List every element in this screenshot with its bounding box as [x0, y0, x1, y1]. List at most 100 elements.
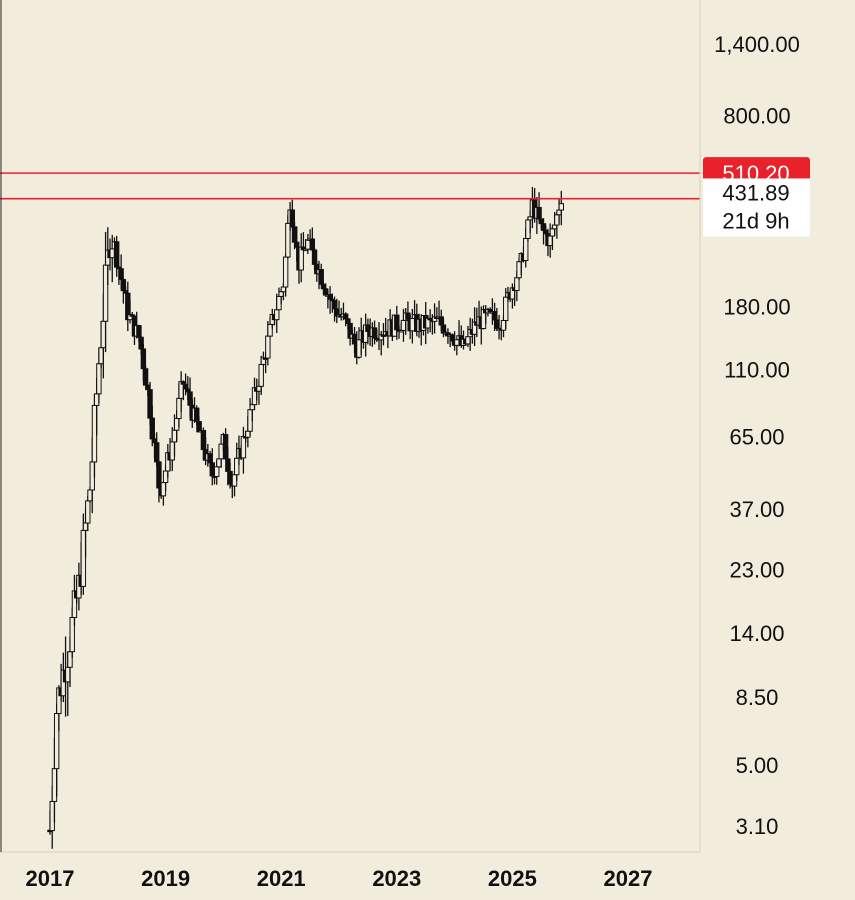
candle-body — [289, 209, 296, 228]
x-tick-label: 2021 — [257, 866, 306, 891]
candle-body — [285, 222, 291, 258]
candle-body — [247, 409, 253, 432]
time-axis[interactable]: 2017 2019 2021 2023 2025 2027 — [26, 866, 653, 891]
candle-body — [82, 522, 89, 531]
candle-body — [318, 269, 324, 285]
candle-body — [156, 461, 162, 489]
candle-body — [516, 261, 522, 279]
candle-body — [500, 319, 507, 331]
candle-body — [282, 256, 289, 288]
candle-body — [258, 363, 264, 387]
candle-body — [551, 224, 558, 230]
candle-body — [147, 389, 153, 419]
candle-body — [209, 462, 215, 477]
candle-body — [145, 384, 151, 391]
candle-body — [400, 319, 407, 331]
candle-body — [491, 311, 498, 321]
y-tick-label: 23.00 — [729, 558, 784, 583]
candle-body — [142, 368, 149, 386]
candle-body — [342, 313, 349, 320]
candle-body — [96, 363, 102, 395]
candle-body — [311, 249, 318, 265]
candle-body — [523, 237, 529, 262]
candle-body — [194, 407, 200, 423]
candle-body — [160, 482, 167, 497]
candle-body — [80, 529, 87, 587]
candle-body — [454, 339, 460, 346]
candle-body — [91, 404, 98, 463]
candle-body — [240, 435, 247, 459]
candle-body — [162, 470, 169, 484]
candle-body — [556, 209, 562, 216]
countdown-label: 21d 9h — [722, 208, 789, 233]
candle-body — [49, 800, 55, 832]
candle-body — [298, 246, 304, 271]
current-price-tag — [703, 178, 810, 237]
candle-body — [214, 466, 220, 477]
candle-body — [540, 223, 547, 231]
candle-body — [234, 457, 240, 476]
current-price-label: 431.89 — [722, 180, 789, 205]
candle-body — [265, 335, 271, 359]
candle-body — [100, 320, 107, 349]
candle-body — [558, 203, 565, 211]
candle-body — [216, 458, 222, 468]
candle-body — [87, 489, 93, 502]
candle-body — [120, 279, 127, 292]
y-tick-label: 1,400.00 — [714, 32, 800, 57]
candle-body — [440, 324, 447, 334]
candle-body — [187, 391, 193, 406]
candle-body — [231, 474, 238, 487]
candle-body — [405, 312, 411, 320]
candle-body — [309, 238, 316, 251]
candle-body — [69, 617, 75, 653]
candle-body — [371, 327, 378, 339]
candle-body — [305, 239, 311, 250]
x-tick-label: 2017 — [26, 866, 75, 891]
candle-series — [47, 186, 565, 849]
candle-body — [169, 441, 175, 461]
x-tick-label: 2019 — [141, 866, 190, 891]
candle-body — [274, 309, 280, 321]
candle-body — [225, 458, 231, 472]
y-tick-label: 8.50 — [736, 685, 779, 710]
candle-body — [525, 219, 531, 239]
candle-body — [536, 206, 542, 220]
candle-body — [549, 228, 556, 237]
candle-body — [51, 768, 58, 802]
candle-body — [280, 286, 287, 293]
candle-body — [547, 235, 553, 247]
y-tick-label: 37.00 — [729, 497, 784, 522]
y-tick-label: 800.00 — [723, 104, 790, 129]
candle-body — [109, 248, 115, 259]
candle-body — [365, 324, 371, 332]
candle-body — [554, 214, 560, 226]
candle-body — [93, 393, 100, 406]
candle-body — [503, 296, 509, 321]
candle-body — [245, 430, 251, 438]
candle-body — [113, 241, 120, 268]
x-tick-label: 2027 — [604, 866, 653, 891]
candle-body — [140, 348, 147, 370]
candle-body — [149, 417, 155, 440]
y-tick-label: 65.00 — [729, 425, 784, 450]
candle-body — [174, 418, 180, 431]
candle-body — [543, 229, 549, 235]
candle-body — [207, 453, 213, 464]
candle-body — [514, 277, 520, 291]
candle-body — [494, 319, 500, 329]
candle-body — [65, 666, 71, 683]
candle-body — [176, 397, 182, 420]
candle-body — [53, 713, 60, 770]
candle-body — [465, 336, 471, 345]
candle-body — [89, 461, 95, 491]
price-axis[interactable]: 1,400.00 800.00 180.00 110.00 65.00 37.00 23.0… — [0, 0, 800, 853]
y-tick-label: 5.00 — [736, 753, 779, 778]
candle-body — [98, 347, 104, 365]
candle-body — [394, 314, 400, 331]
candle-body — [200, 429, 207, 451]
candle-body — [249, 404, 256, 411]
